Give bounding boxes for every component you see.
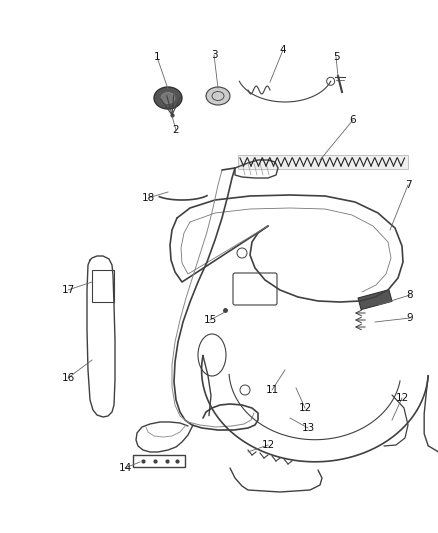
Text: 13: 13 [301, 423, 314, 433]
Bar [238, 155, 408, 169]
Text: 8: 8 [407, 290, 413, 300]
Text: 12: 12 [298, 403, 311, 413]
Ellipse shape [161, 93, 175, 103]
Text: 5: 5 [333, 52, 339, 62]
Text: 16: 16 [61, 373, 74, 383]
Bar [133, 455, 185, 467]
Text: 3: 3 [211, 50, 217, 60]
Text: 17: 17 [61, 285, 74, 295]
Text: 12: 12 [396, 393, 409, 403]
Text: 1: 1 [154, 52, 160, 62]
Text: 9: 9 [407, 313, 413, 323]
Bar [358, 290, 392, 310]
Ellipse shape [154, 87, 182, 109]
Text: 6: 6 [350, 115, 356, 125]
Text: 18: 18 [141, 193, 155, 203]
Text: 7: 7 [405, 180, 411, 190]
Text: 14: 14 [118, 463, 132, 473]
Text: 4: 4 [280, 45, 286, 55]
Text: 11: 11 [265, 385, 279, 395]
Bar [92, 270, 114, 302]
Ellipse shape [206, 87, 230, 105]
Text: 2: 2 [173, 125, 179, 135]
Text: 15: 15 [203, 315, 217, 325]
Text: 12: 12 [261, 440, 275, 450]
